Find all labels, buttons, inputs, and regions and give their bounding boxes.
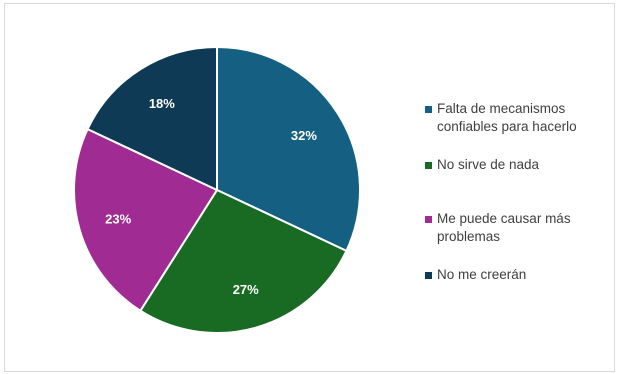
legend-label: No me creerán: [437, 267, 527, 282]
slice-label: 27%: [233, 282, 259, 297]
legend-item: Falta de mecanismos confiables para hace…: [425, 100, 605, 136]
legend-item: No sirve de nada: [425, 156, 605, 174]
pie-slice: [216, 45, 361, 253]
legend-swatch: [425, 272, 432, 279]
slice-label: 18%: [149, 96, 175, 111]
legend-swatch: [425, 106, 432, 113]
legend-item: No me creerán: [425, 266, 605, 284]
legend-label: Me puede causar más problemas: [437, 211, 571, 244]
pie-slice: [138, 188, 348, 334]
legend-label: Falta de mecanismos confiables para hace…: [437, 101, 577, 134]
slice-label: 32%: [291, 128, 317, 143]
legend-swatch: [425, 216, 432, 223]
legend-item: Me puede causar más problemas: [425, 210, 605, 246]
legend-label: No sirve de nada: [437, 157, 540, 172]
slice-label: 23%: [105, 212, 131, 227]
pie-slice: [86, 45, 218, 192]
legend-swatch: [425, 162, 432, 169]
pie-slice: [73, 127, 219, 313]
